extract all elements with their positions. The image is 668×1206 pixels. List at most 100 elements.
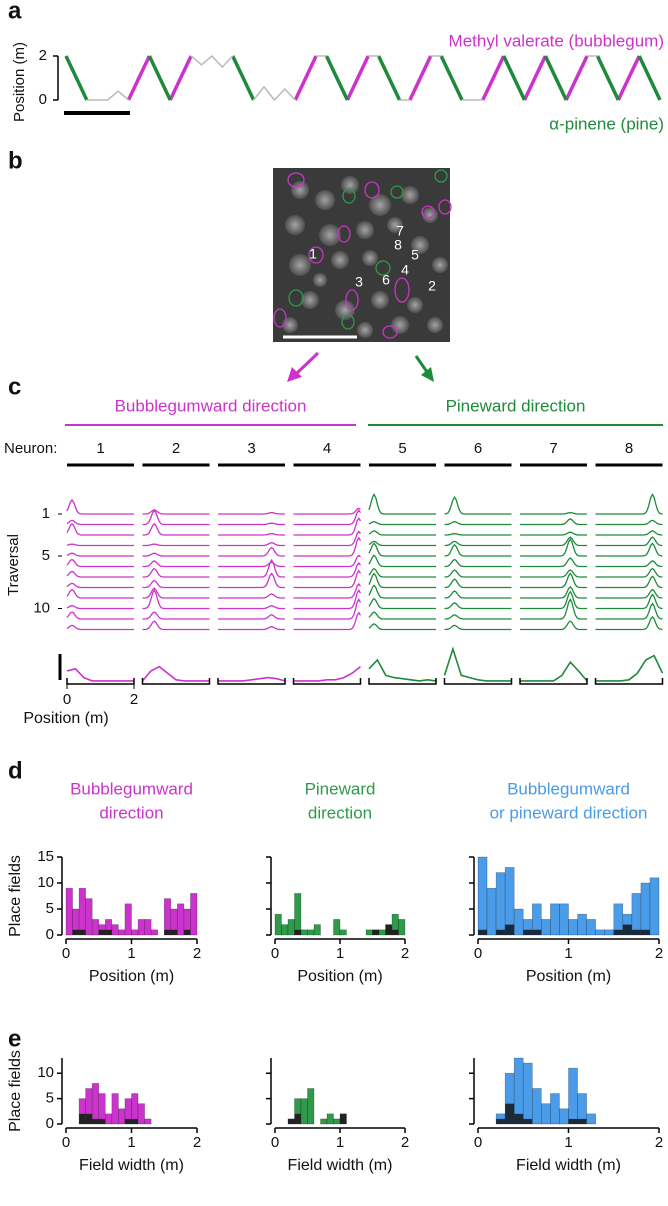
histogram-bar	[595, 929, 606, 936]
histogram-bar	[631, 893, 642, 936]
y-tick-label: 5	[46, 1090, 54, 1107]
mean-trace	[141, 665, 210, 682]
y-tick-label: 1	[42, 505, 50, 522]
y-axis-label: Place fields	[7, 1050, 24, 1132]
histogram-bar	[137, 919, 145, 936]
y-tick-label: 10	[37, 1064, 54, 1081]
histogram-bar	[79, 1113, 86, 1124]
histogram-bar	[640, 882, 651, 936]
traversal-trace	[444, 558, 512, 568]
histogram-bar	[91, 1083, 100, 1125]
traversal-trace	[142, 587, 210, 599]
traversal-trace	[218, 593, 285, 599]
histogram-bar	[513, 908, 524, 936]
x-tick-label: 1	[127, 1134, 135, 1151]
traversal-trace	[444, 624, 512, 631]
traversal-trace	[66, 624, 134, 631]
traversal-trace	[595, 588, 663, 599]
traversal-trace	[218, 572, 285, 589]
histogram-bar	[559, 1108, 569, 1125]
x-tick-label: 0	[271, 1134, 279, 1151]
traversal-trace	[218, 532, 285, 536]
histogram-bar	[586, 919, 596, 936]
traversal-trace	[595, 519, 663, 526]
y-tick-label: 0	[46, 1115, 54, 1132]
panel-label: a	[8, 0, 22, 24]
chart-title: direction	[99, 803, 163, 822]
mean-axis	[443, 678, 513, 685]
mean-trace	[293, 665, 361, 682]
traversal-trace	[520, 620, 587, 631]
roi-label: 5	[411, 247, 419, 263]
histogram-bar	[111, 1093, 119, 1125]
traversal-trace	[218, 558, 285, 578]
roi-label: 6	[382, 272, 390, 288]
neuron-number: 6	[474, 440, 482, 457]
traversal-trace	[368, 542, 436, 557]
traversal-trace	[142, 509, 210, 515]
traversal-trace	[444, 532, 512, 536]
x-axis-label: Position (m)	[89, 968, 174, 985]
histogram-bar	[300, 1098, 308, 1125]
histogram-bar	[313, 924, 321, 936]
histogram-bar	[568, 1067, 578, 1125]
y-axis-label: Position (m)	[11, 42, 28, 122]
traversal-trace	[142, 588, 210, 610]
mean-trace	[368, 658, 437, 682]
mean-trace	[443, 646, 512, 682]
histogram-bar	[505, 1103, 515, 1124]
chart-title: direction	[308, 803, 372, 822]
panel-label: d	[8, 757, 23, 784]
y-tick-label: 0	[46, 926, 54, 943]
traversal-trace	[595, 602, 663, 620]
histogram-bar	[294, 929, 301, 935]
histogram-bar	[541, 1103, 551, 1125]
traversal-trace	[66, 570, 134, 578]
x-tick-label: 0	[271, 945, 279, 962]
histogram-bar	[622, 924, 632, 935]
traversal-trace	[293, 561, 362, 578]
histogram-bar	[92, 1118, 99, 1124]
traversal-trace	[293, 598, 362, 620]
roi-label: 2	[428, 278, 436, 294]
histogram-bar	[604, 929, 615, 936]
roi-label: 8	[394, 237, 402, 253]
traversal-trace	[66, 611, 134, 620]
x-tick-label: 0	[474, 945, 482, 962]
mean-trace	[66, 667, 134, 682]
traversal-trace	[368, 597, 436, 610]
histogram-bar	[333, 919, 341, 936]
histogram-bar	[631, 929, 641, 935]
traversal-trace	[520, 557, 587, 568]
histogram-bar	[98, 1118, 106, 1124]
traversal-trace	[293, 569, 362, 589]
histogram-bar	[613, 929, 623, 935]
chart-title: Bubblegumward	[507, 779, 630, 798]
mean-axis	[217, 678, 286, 685]
histogram-bar	[150, 929, 158, 936]
traversal-trace	[444, 569, 512, 578]
histogram-bar	[568, 1118, 578, 1124]
mean-trace	[595, 654, 664, 682]
x-tick-label: 1	[336, 1134, 344, 1151]
traversal-trace	[66, 558, 134, 568]
traversal-trace	[218, 542, 285, 547]
trace	[64, 55, 662, 101]
neuron-number: 7	[549, 440, 557, 457]
traversal-trace	[293, 516, 362, 536]
traversal-trace	[595, 615, 663, 631]
traversal-trace	[142, 522, 210, 536]
histogram-bar	[586, 1113, 596, 1125]
histogram-bar	[79, 929, 86, 935]
traversal-trace	[218, 546, 285, 557]
x-tick-label: 2	[655, 945, 663, 962]
histogram-bar	[505, 924, 515, 935]
histogram-bar	[164, 929, 171, 935]
histogram-bar	[385, 924, 392, 935]
traversal-trace	[142, 567, 210, 578]
y-tick-label: 15	[37, 848, 54, 865]
group-label: Pineward direction	[446, 396, 586, 415]
mean-trace	[218, 676, 286, 682]
traversal-trace	[595, 493, 663, 515]
x-tick-label: 1	[564, 1134, 572, 1151]
